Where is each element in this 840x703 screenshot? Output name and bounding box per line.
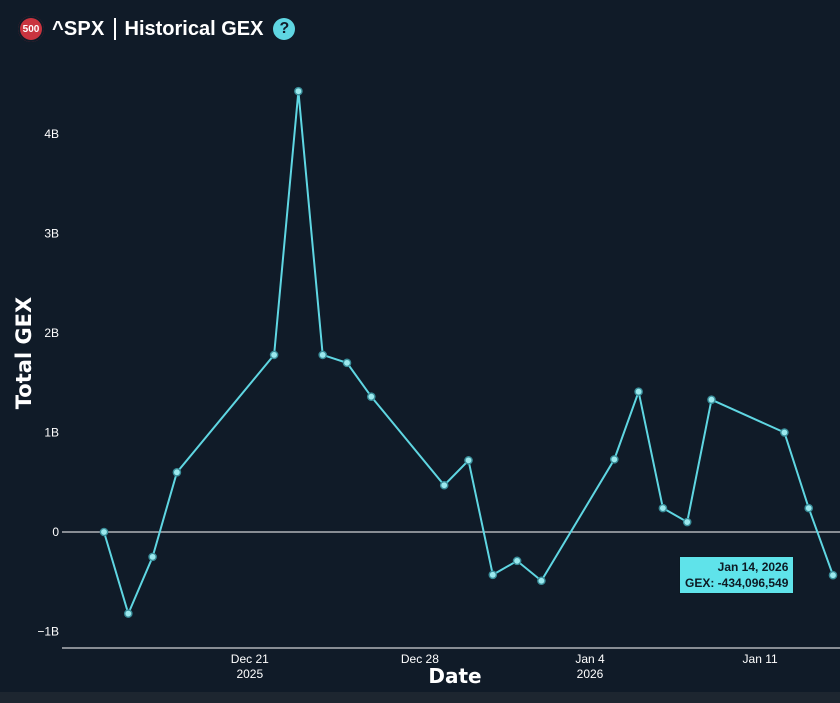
y-axis-title: Total GEX: [12, 297, 36, 409]
data-point[interactable]: [610, 455, 619, 464]
data-point[interactable]: [269, 350, 279, 360]
data-point[interactable]: [366, 392, 376, 401]
data-point[interactable]: [342, 358, 352, 368]
spx-500-badge: 500: [18, 16, 44, 42]
hover-tooltip: Jan 14, 2026 GEX: -434,096,549: [679, 556, 795, 594]
data-point[interactable]: [682, 517, 692, 527]
y-tick-label: −1B: [37, 625, 59, 639]
title-separator: [113, 18, 116, 40]
data-point[interactable]: [512, 556, 522, 566]
data-point[interactable]: [828, 570, 838, 580]
y-tick-label: 4B: [44, 127, 59, 141]
x-tick-label: Jan 11: [743, 652, 778, 666]
x-axis-title: Date: [428, 664, 481, 688]
gex-series-line: [103, 91, 834, 617]
data-point[interactable]: [634, 387, 643, 397]
chart-header: 500 ^SPX Historical GEX ?: [18, 14, 296, 44]
data-point[interactable]: [318, 350, 328, 360]
y-tick-label: 3B: [44, 227, 59, 241]
data-point[interactable]: [658, 503, 668, 513]
data-point[interactable]: [804, 503, 814, 513]
bottom-strip: [0, 692, 840, 703]
y-tick-label: 2B: [44, 326, 59, 340]
ticker-symbol: ^SPX: [52, 17, 105, 40]
data-point[interactable]: [780, 428, 789, 437]
x-tick-label: Dec 21: [231, 652, 269, 666]
data-point[interactable]: [148, 552, 157, 562]
data-point[interactable]: [537, 576, 546, 586]
help-icon[interactable]: ?: [273, 18, 296, 40]
data-point[interactable]: [464, 456, 473, 465]
y-tick-label: 1B: [44, 426, 59, 440]
data-point[interactable]: [124, 609, 133, 618]
x-tick-year-label: 2026: [577, 667, 604, 681]
data-point[interactable]: [99, 527, 109, 537]
x-tick-year-label: 2025: [236, 667, 263, 681]
data-point[interactable]: [707, 395, 716, 404]
x-tick-label: Jan 4: [575, 652, 605, 666]
tooltip-value: GEX: -434,096,549: [685, 576, 789, 590]
data-point[interactable]: [488, 570, 498, 580]
chart-title: Historical GEX: [124, 17, 264, 40]
data-point[interactable]: [439, 480, 449, 490]
y-axis-ticks: −1B 0 1B 2B 3B 4B: [37, 127, 59, 639]
data-point[interactable]: [172, 467, 182, 477]
data-point-markers[interactable]: [99, 86, 838, 618]
data-point[interactable]: [294, 86, 303, 96]
tooltip-date: Jan 14, 2026: [717, 560, 789, 574]
x-tick-label: Dec 28: [401, 652, 439, 666]
y-tick-label: 0: [52, 525, 59, 539]
